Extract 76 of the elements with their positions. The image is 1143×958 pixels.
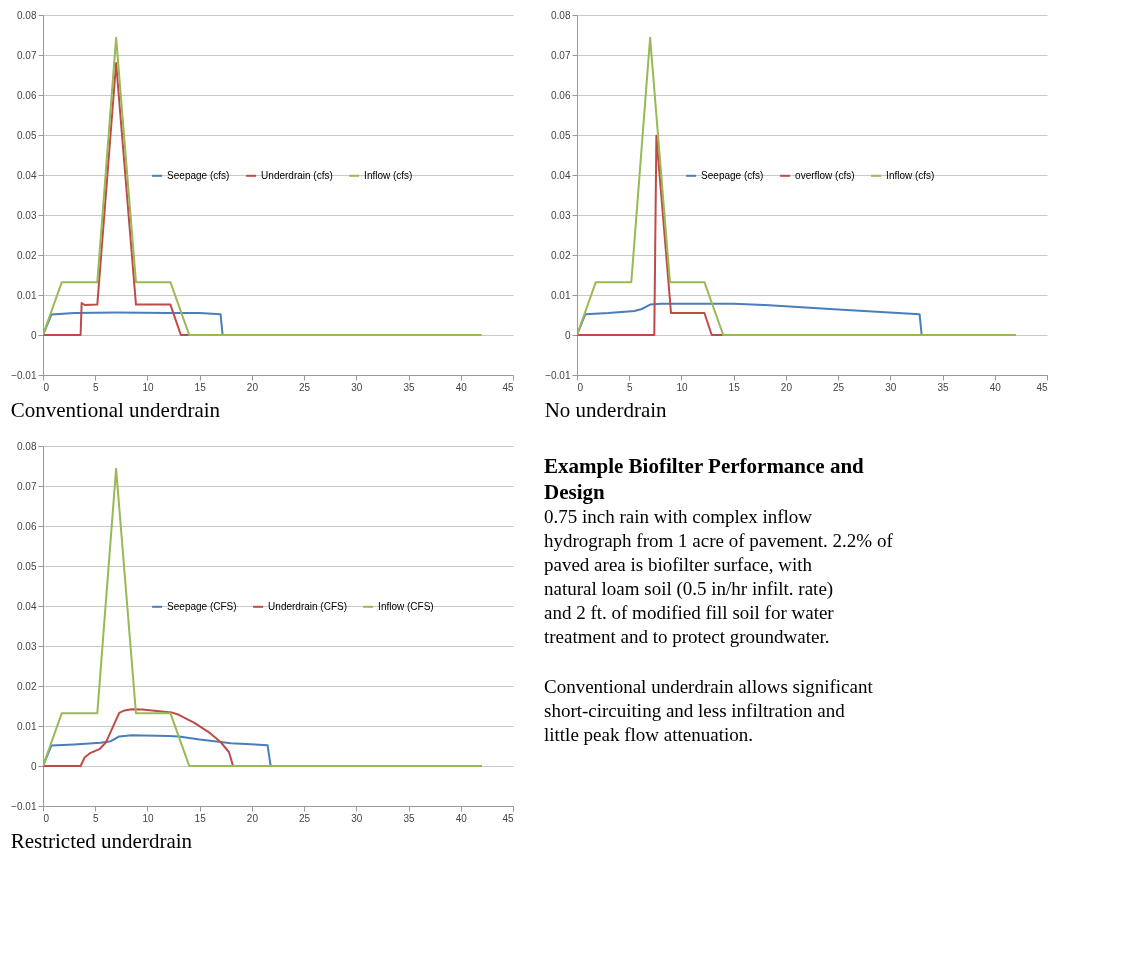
legend-label: Seepage (cfs) — [701, 169, 764, 181]
x-tick-label: 25 — [299, 812, 311, 824]
text: Restricted underdrain — [10, 829, 193, 853]
y-tick-label: 0.02 — [17, 680, 37, 692]
y-tick-label: 0 — [30, 760, 37, 772]
y-tick-label: 0.01 — [551, 289, 571, 301]
x-tick-label: 30 — [885, 381, 897, 393]
y-tick-label: 0.07 — [17, 49, 37, 61]
legend-label: overflow (cfs) — [795, 169, 855, 181]
x-tick-label: 35 — [937, 381, 950, 393]
x-tick-label: 0 — [43, 381, 50, 393]
legend-label: Underdrain (CFS) — [268, 600, 348, 612]
y-tick-label: 0.03 — [17, 640, 37, 652]
y-tick-label: −0.01 — [545, 369, 571, 381]
legend-label: Inflow (CFS) — [378, 600, 434, 612]
x-tick-label: 20 — [246, 381, 259, 393]
y-tick-label: 0 — [30, 329, 37, 341]
x-tick-label: 5 — [626, 381, 633, 393]
y-tick-label: 0.01 — [17, 289, 37, 301]
x-tick-label: 40 — [455, 381, 468, 393]
text: Conventional underdrain — [10, 398, 221, 422]
y-tick-label: 0.01 — [17, 720, 37, 732]
y-tick-label: 0 — [564, 329, 571, 341]
x-tick-label: 15 — [194, 381, 207, 393]
x-tick-label: 30 — [351, 381, 363, 393]
y-tick-label: 0.06 — [17, 520, 37, 532]
x-tick-label: 25 — [299, 381, 311, 393]
text: Example Biofilter Performance and Design — [544, 454, 865, 504]
legend-label: Inflow (cfs) — [364, 169, 413, 181]
y-tick-label: 0.07 — [17, 480, 37, 492]
x-tick-label: 10 — [142, 812, 154, 824]
x-tick-label: 40 — [989, 381, 1002, 393]
x-tick-label: 10 — [142, 381, 154, 393]
x-tick-label: 5 — [92, 381, 99, 393]
y-tick-label: 0.04 — [551, 169, 571, 181]
text: Conventional underdrain allows significant short-circuiting and less infiltration and little peak flow attenuation. — [544, 676, 874, 745]
x-tick-label: 30 — [351, 812, 363, 824]
x-tick-label: 15 — [194, 812, 207, 824]
y-tick-label: 0.06 — [17, 89, 37, 101]
y-tick-label: 0.08 — [17, 440, 37, 452]
x-tick-label: 45 — [502, 812, 514, 824]
y-tick-label: 0.03 — [17, 209, 37, 221]
text: 0.75 inch rain with complex inflow hydrograph from 1 acre of pavement. 2.2% of paved area is biofilter surface, with natural loam soil (0.5 in/hr infilt. rate) and 2 ft. of modified fill soil for water treatment and to protect groundwater. — [544, 506, 894, 647]
x-tick-label: 20 — [780, 381, 793, 393]
y-tick-label: 0.05 — [17, 560, 37, 572]
y-tick-label: 0.03 — [551, 209, 571, 221]
x-tick-label: 45 — [1036, 381, 1048, 393]
y-tick-label: 0.08 — [551, 9, 571, 21]
y-tick-label: 0.02 — [17, 249, 37, 261]
x-tick-label: 40 — [455, 812, 468, 824]
y-tick-label: 0.07 — [551, 49, 571, 61]
line-series — [43, 311, 224, 336]
y-tick-label: 0.05 — [17, 129, 37, 141]
y-tick-label: 0.02 — [551, 249, 571, 261]
x-tick-label: 5 — [92, 812, 99, 824]
y-tick-label: 0.05 — [551, 129, 571, 141]
y-tick-label: 0.04 — [17, 600, 37, 612]
legend-label: Underdrain (cfs) — [261, 169, 333, 181]
x-tick-label: 10 — [676, 381, 688, 393]
legend-label: Seepage (cfs) — [167, 169, 230, 181]
x-tick-label: 0 — [43, 812, 50, 824]
y-tick-label: 0.04 — [17, 169, 37, 181]
x-tick-label: 45 — [502, 381, 514, 393]
y-tick-label: −0.01 — [11, 800, 37, 812]
x-tick-label: 35 — [403, 381, 416, 393]
x-tick-label: 15 — [728, 381, 741, 393]
x-tick-label: 35 — [403, 812, 416, 824]
legend-label: Seepage (CFS) — [167, 600, 237, 612]
y-tick-label: 0.08 — [17, 9, 37, 21]
y-tick-label: −0.01 — [11, 369, 37, 381]
x-tick-label: 25 — [833, 381, 845, 393]
x-tick-label: 20 — [246, 812, 259, 824]
x-tick-label: 0 — [577, 381, 584, 393]
y-tick-label: 0.06 — [551, 89, 571, 101]
legend-label: Inflow (cfs) — [886, 169, 935, 181]
text: No underdrain — [544, 398, 668, 422]
